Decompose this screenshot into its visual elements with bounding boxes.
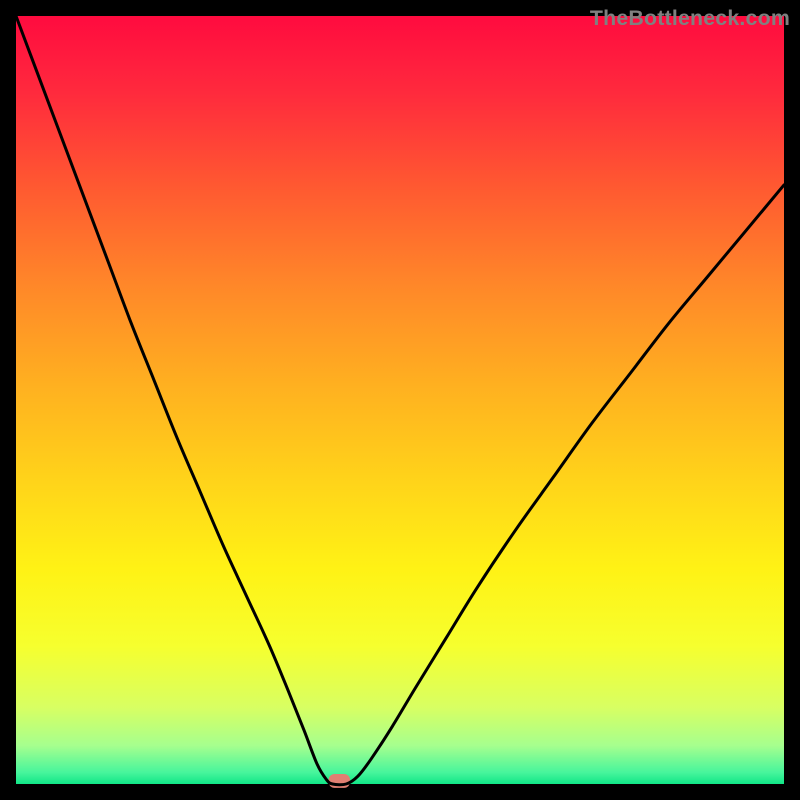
plot-background	[16, 16, 784, 784]
chart-stage: TheBottleneck.com	[0, 0, 800, 800]
bottleneck-chart	[0, 0, 800, 800]
